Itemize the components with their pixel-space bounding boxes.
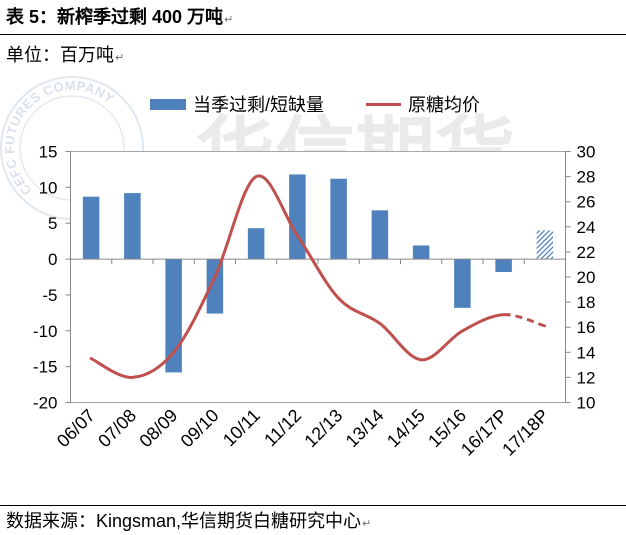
price-point-12-13 xyxy=(337,297,340,300)
bar-12-13 xyxy=(330,178,347,260)
legend-swatch-bar xyxy=(150,99,186,110)
y-left-tick-label: 15 xyxy=(39,143,58,162)
y-left-tick-label: -5 xyxy=(42,286,57,305)
y-left-tick-label: 5 xyxy=(48,214,57,233)
x-tick-label-08-09: 08/09 xyxy=(135,405,181,451)
x-tick-label-07-08: 07/08 xyxy=(94,405,140,451)
x-tick-label-13-14: 13/14 xyxy=(342,405,388,451)
price-point-16-17p xyxy=(502,313,505,316)
bar-15-16 xyxy=(454,259,471,308)
plot-area xyxy=(70,151,566,403)
y-right-tick-label: 12 xyxy=(577,368,596,387)
price-point-17-18p xyxy=(543,324,547,328)
source-divider xyxy=(0,505,626,506)
bar-16-17p xyxy=(495,259,512,272)
bar-14-15 xyxy=(412,245,430,260)
x-tick-label-06-07: 06/07 xyxy=(53,405,99,451)
paragraph-mark: ↵ xyxy=(115,52,125,64)
y-left-tick-label: 0 xyxy=(48,250,57,269)
x-tick-label-17-18p: 17/18P xyxy=(498,405,552,459)
bar-11-12 xyxy=(289,174,306,260)
price-point-09-10 xyxy=(213,275,217,279)
bar-series xyxy=(82,174,554,373)
y-left-tick-label: 10 xyxy=(39,178,58,197)
legend-label-line: 原糖均价 xyxy=(408,95,480,115)
bar-13-14 xyxy=(371,210,389,260)
x-tick-label-14-15: 14/15 xyxy=(383,405,429,451)
y-right-tick-label: 24 xyxy=(577,218,596,237)
table-caption: 表 5：新榨季过剩 400 万吨↵ xyxy=(6,6,233,31)
x-tick-label-10-11: 10/11 xyxy=(219,405,264,450)
y-right-tick-label: 30 xyxy=(577,143,596,162)
bar-07-08 xyxy=(124,193,141,260)
price-point-14-15 xyxy=(419,358,423,362)
price-point-07-08 xyxy=(131,376,134,379)
bar-09-10 xyxy=(206,259,224,314)
price-line-forecast-segment xyxy=(503,313,546,328)
x-tick-label-11-12: 11/12 xyxy=(260,405,305,450)
price-point-06-07 xyxy=(89,357,93,360)
y-right-tick-label: 28 xyxy=(577,168,596,187)
bar-08-09 xyxy=(165,259,182,373)
unit-label: 单位：百万吨↵ xyxy=(6,44,124,69)
price-point-15-16 xyxy=(461,329,464,333)
y-right-tick-label: 20 xyxy=(577,268,596,287)
y-right-tick-label: 26 xyxy=(577,193,596,212)
source-text: 数据来源：Kingsman,华信期货白糖研究中心 xyxy=(6,511,362,531)
source-note: 数据来源：Kingsman,华信期货白糖研究中心↵ xyxy=(6,510,371,535)
x-tick-label-12-13: 12/13 xyxy=(300,405,346,451)
bar-17-18p xyxy=(536,230,554,260)
bar-10-11 xyxy=(247,228,265,260)
price-point-11-12 xyxy=(296,234,299,237)
paragraph-mark: ↵ xyxy=(224,14,234,26)
legend-label-bar: 当季过剩/短缺量 xyxy=(193,95,324,115)
x-tick-label-09-10: 09/10 xyxy=(177,405,223,451)
y-right-tick-label: 10 xyxy=(577,394,596,413)
y-left-tick-label: -10 xyxy=(33,322,58,341)
price-line xyxy=(89,174,506,379)
paragraph-mark: ↵ xyxy=(362,518,372,530)
legend: 当季过剩/短缺量 原糖均价 xyxy=(150,95,480,115)
caption-divider xyxy=(0,34,626,35)
y-left-tick-label: -20 xyxy=(33,394,58,413)
unit-text: 单位：百万吨 xyxy=(6,45,114,65)
price-point-10-11 xyxy=(254,175,258,178)
bar-06-07 xyxy=(82,196,100,260)
y-left-tick-label: -15 xyxy=(33,358,58,377)
price-point-08-09 xyxy=(172,351,175,354)
y-right-tick-label: 22 xyxy=(577,243,596,262)
price-line-series xyxy=(89,174,547,379)
price-point-13-14 xyxy=(378,322,382,325)
y-right-tick-label: 14 xyxy=(577,343,596,362)
y-right-tick-label: 18 xyxy=(577,293,596,312)
caption-text: 表 5：新榨季过剩 400 万吨 xyxy=(6,7,224,27)
y-right-tick-label: 16 xyxy=(577,318,596,337)
